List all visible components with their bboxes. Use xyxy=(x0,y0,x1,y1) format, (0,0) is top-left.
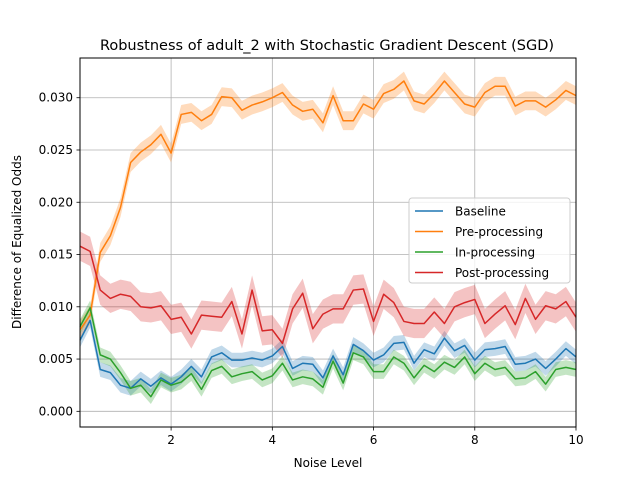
post-processing-band xyxy=(80,231,576,359)
post-processing-line xyxy=(79,245,577,345)
baseline-line xyxy=(79,319,577,390)
legend-label-pre-processing: Pre-processing xyxy=(455,225,543,239)
chart-title: Robustness of adult_2 with Stochastic Gr… xyxy=(100,38,554,54)
x-axis-label: Noise Level xyxy=(294,456,363,470)
legend-frame xyxy=(408,197,571,284)
x-tick-label: 4 xyxy=(269,433,277,447)
y-tick-label: 0.005 xyxy=(39,352,73,366)
y-tick-label: 0.015 xyxy=(39,248,73,262)
legend-label-post-processing: Post-processing xyxy=(455,266,549,280)
legend-label-in-processing: In-processing xyxy=(455,246,535,260)
confidence-bands xyxy=(80,71,576,405)
pre-processing-band xyxy=(80,71,576,340)
in-processing-line xyxy=(79,307,577,398)
legend: Baseline Pre-processing In-processing Post-… xyxy=(408,197,571,284)
legend-label-baseline: Baseline xyxy=(455,205,506,219)
x-tick-label: 8 xyxy=(471,433,479,447)
y-tick-label: 0.030 xyxy=(39,91,73,105)
plot-frame xyxy=(79,57,577,428)
x-tick-label: 6 xyxy=(370,433,378,447)
y-tick-label: 0.020 xyxy=(39,195,73,209)
y-tick-label: 0.000 xyxy=(39,404,73,418)
axis-ticks: 2 4 6 8 10 0.000 0.005 0.010 0.015 0.020 0.025 0.03… xyxy=(39,91,584,447)
series-lines xyxy=(79,80,577,398)
x-tick-label: 10 xyxy=(568,433,583,447)
y-tick-label: 0.025 xyxy=(39,143,73,157)
pre-processing-line xyxy=(79,80,577,331)
x-tick-label: 2 xyxy=(167,433,175,447)
baseline-band xyxy=(80,313,576,396)
in-processing-band xyxy=(80,300,576,405)
y-axis-label: Difference of Equalized Odds xyxy=(10,155,24,329)
y-tick-label: 0.010 xyxy=(39,300,73,314)
